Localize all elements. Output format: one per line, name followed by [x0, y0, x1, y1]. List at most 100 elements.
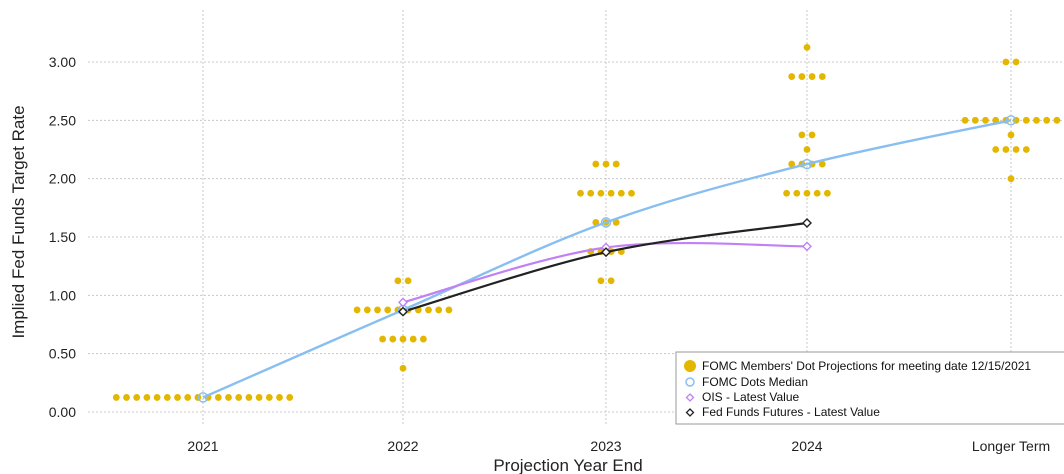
- y-axis-title: Implied Fed Funds Target Rate: [9, 105, 28, 338]
- fomc-dot: [265, 394, 273, 401]
- fomc-dot: [379, 335, 386, 343]
- fomc-dot: [445, 306, 453, 314]
- y-tick-label: 2.00: [49, 171, 76, 187]
- y-axis-ticks: 0.00 0.50 1.00 1.50 2.00 2.50 3.00: [49, 54, 76, 420]
- fomc-dot: [818, 160, 826, 168]
- series-line-fed-funds-futures-latest-value: [402, 221, 808, 313]
- fomc-dot: [617, 189, 625, 197]
- x-tick-label: 2023: [590, 438, 621, 454]
- y-tick-label: 2.50: [49, 112, 76, 128]
- legend-ois-swatch: [685, 393, 695, 402]
- fomc-dot: [1012, 146, 1020, 153]
- fomc-dot: [112, 394, 120, 401]
- fomc-dot: [133, 394, 141, 401]
- fomc-dot: [808, 73, 816, 80]
- fomc-dot: [1007, 131, 1015, 139]
- fed-funds-futures-latest-value-marker: [601, 247, 611, 258]
- x-tick-label: 2022: [387, 438, 418, 454]
- fed-funds-futures-latest-value-marker: [802, 218, 812, 228]
- median-marker: [1005, 115, 1017, 126]
- fomc-dot: [399, 335, 407, 343]
- fomc-dot: [184, 394, 192, 401]
- fomc-dot: [982, 116, 989, 124]
- fomc-dot: [123, 394, 130, 401]
- fomc-dot: [143, 394, 151, 401]
- fomc-dot: [435, 306, 443, 314]
- fomc-dot: [612, 160, 620, 168]
- fomc-dot: [793, 189, 801, 197]
- legend-futures-swatch: [685, 408, 695, 417]
- fomc-dot: [961, 116, 969, 124]
- y-tick-label: 3.00: [49, 54, 76, 70]
- legend-label-ois: OIS - Latest Value: [702, 390, 799, 404]
- fomc-dot: [214, 394, 222, 401]
- legend-dot-swatch: [684, 360, 696, 372]
- fomc-dot: [783, 189, 790, 197]
- x-axis-ticks: 2021 2022 2023 2024 Longer Term: [187, 438, 1050, 454]
- fomc-dot: [394, 277, 402, 285]
- fomc-dot: [384, 306, 392, 314]
- fomc-dot: [798, 131, 806, 139]
- fomc-dot: [425, 306, 432, 314]
- fomc-dot: [163, 394, 171, 401]
- fomc-dot: [1043, 116, 1051, 124]
- fomc-dot: [628, 189, 635, 197]
- fomc-dot: [399, 364, 407, 372]
- fomc-dot: [1033, 116, 1040, 124]
- fomc-dot: [353, 306, 361, 314]
- fomc-dot: [409, 335, 417, 343]
- legend-label-dots: FOMC Members' Dot Projections for meetin…: [702, 359, 1031, 373]
- fomc-dot: [577, 189, 584, 197]
- fomc-dot: [1012, 58, 1020, 66]
- y-tick-label: 1.50: [49, 229, 76, 245]
- fomc-dot: [225, 394, 232, 401]
- x-tick-label: 2021: [187, 438, 218, 454]
- legend: FOMC Members' Dot Projections for meetin…: [675, 351, 1064, 425]
- legend-label-futures: Fed Funds Futures - Latest Value: [702, 405, 880, 419]
- fomc-dot: [818, 73, 826, 80]
- fomc-dot: [420, 335, 427, 343]
- legend-label-median: FOMC Dots Median: [702, 375, 808, 389]
- fomc-dot: [587, 189, 595, 197]
- x-tick-label: Longer Term: [972, 438, 1050, 454]
- fomc-dot: [374, 306, 381, 314]
- fomc-dot: [174, 394, 181, 401]
- x-tick-label: 2024: [791, 438, 822, 454]
- median-marker: [801, 158, 813, 170]
- fomc-dot: [1022, 116, 1030, 124]
- fomc-dot: [607, 277, 615, 285]
- fomc-dot: [824, 189, 831, 197]
- fomc-dot: [798, 73, 806, 80]
- fomc-dot: [286, 394, 294, 401]
- series-markers: [197, 115, 1017, 403]
- fomc-dot: [597, 189, 605, 197]
- fomc-dot: [1002, 58, 1010, 66]
- legend-box: [675, 351, 1064, 425]
- fomc-dot: [592, 219, 600, 226]
- fomc-dot: [245, 394, 253, 401]
- median-marker: [600, 217, 612, 228]
- fomc-dot: [788, 160, 796, 168]
- fomc-dot: [153, 394, 161, 401]
- fomc-dot: [1007, 175, 1015, 183]
- fomc-dot: [803, 44, 811, 51]
- fomc-dot: [813, 189, 821, 197]
- fomc-dot: [602, 160, 610, 168]
- fomc-dot: [612, 219, 620, 226]
- fomc-dot: [607, 189, 615, 197]
- fomc-dot: [363, 306, 371, 314]
- fomc-dot: [1022, 146, 1030, 153]
- fed-funds-futures-latest-value-marker: [398, 306, 408, 317]
- series-line-fomc-dots-median: [202, 119, 1012, 399]
- fomc-dot: [235, 394, 243, 401]
- fomc-dot: [992, 146, 1000, 153]
- fomc-dot: [404, 277, 412, 285]
- fomc-dot: [803, 146, 811, 153]
- dot-projections: [112, 44, 1061, 401]
- fomc-dot: [1053, 116, 1061, 124]
- fomc-dot: [788, 73, 796, 80]
- fomc-dot: [1002, 146, 1010, 153]
- fomc-dot: [255, 394, 263, 401]
- fomc-dot: [389, 335, 397, 343]
